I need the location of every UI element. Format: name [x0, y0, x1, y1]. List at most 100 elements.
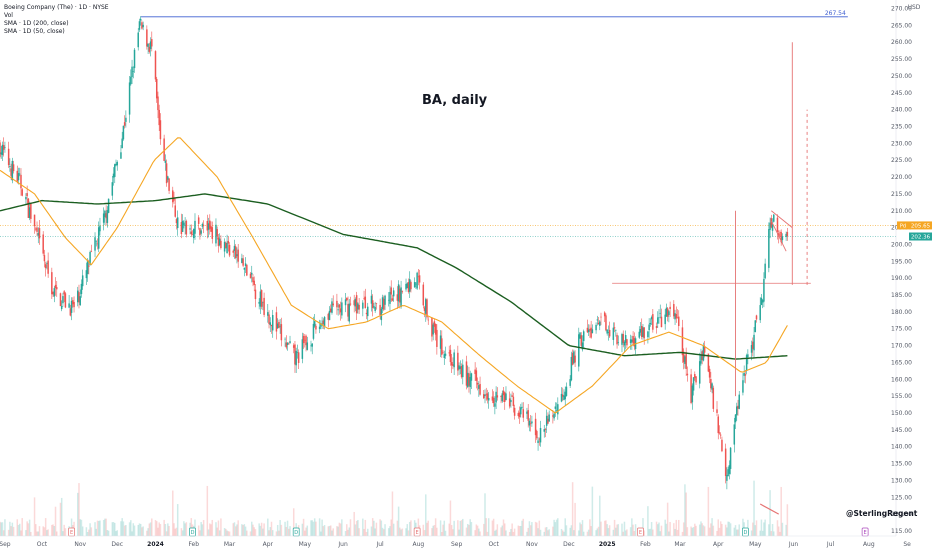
volume-bar — [63, 524, 65, 536]
volume-bar — [678, 519, 680, 536]
candle-body — [468, 373, 470, 386]
price-tick-label: 260.00 — [891, 39, 912, 46]
volume-bar — [344, 531, 347, 536]
candle-body — [354, 299, 357, 307]
volume-bar — [148, 523, 151, 536]
price-tick-label: 170.00 — [891, 343, 912, 350]
volume-bar — [286, 520, 289, 536]
sma50-label[interactable]: SMA · 1D (50, close) — [4, 28, 65, 35]
candle-body — [597, 322, 600, 325]
candle-body — [155, 78, 158, 99]
candle-body — [718, 432, 721, 434]
candle-body — [664, 314, 666, 325]
candle-body — [505, 393, 507, 401]
candle-body — [442, 352, 444, 354]
volume-bar — [738, 524, 740, 536]
volume-bar — [318, 518, 321, 536]
volume-bar — [527, 527, 529, 536]
candle-body — [260, 290, 263, 307]
candle-body — [191, 234, 194, 236]
pattern-line — [771, 210, 793, 228]
volume-bar — [552, 526, 554, 536]
volume-bar — [579, 522, 581, 536]
candle-body — [305, 335, 307, 346]
volume-bar — [780, 486, 782, 536]
volume-bar — [236, 524, 238, 536]
volume-bar — [362, 518, 364, 536]
volume-bar — [371, 518, 374, 536]
volume-bar — [452, 529, 454, 536]
candle-body — [771, 224, 774, 231]
candle-body — [70, 300, 73, 313]
candle-body — [280, 324, 283, 341]
candle-body — [615, 329, 617, 331]
volume-bar — [422, 524, 425, 536]
pd-badge-label: Pd — [900, 223, 906, 229]
candle-body — [353, 300, 355, 306]
volume-bar — [164, 524, 167, 536]
volume-bar — [184, 523, 186, 536]
volume-bar — [443, 520, 446, 536]
volume-bar — [355, 520, 358, 536]
candle-body — [640, 325, 643, 337]
chart-title: BA, daily — [422, 93, 488, 108]
volume-bar — [27, 523, 30, 536]
volume-bar — [629, 527, 632, 536]
volume-bar — [47, 529, 49, 536]
volume-bar — [448, 523, 450, 536]
candle-body — [682, 351, 685, 363]
candle-body — [474, 369, 476, 375]
sma200-label[interactable]: SMA · 1D (200, close) — [4, 20, 69, 27]
volume-bar — [353, 511, 355, 536]
candle-body — [158, 109, 160, 126]
candle-body — [263, 297, 265, 315]
volume-bar — [571, 482, 574, 536]
candle-body — [137, 32, 139, 48]
volume-bar — [59, 502, 62, 536]
candle-body — [589, 328, 591, 331]
volume-bar — [557, 518, 559, 536]
volume-bar — [596, 528, 599, 536]
volume-bar — [21, 518, 23, 536]
price-tick-label: 255.00 — [891, 56, 912, 63]
candle-body — [193, 228, 195, 239]
price-tick-label: 215.00 — [891, 191, 912, 198]
price-tick-label: 160.00 — [891, 376, 912, 383]
candle-body — [563, 395, 565, 400]
candle-body — [711, 383, 713, 390]
volume-bar — [89, 523, 91, 536]
candle-body — [295, 350, 297, 366]
symbol-line[interactable]: Boeing Company (The) · 1D · NYSE — [4, 4, 109, 11]
volume-bar — [329, 525, 332, 536]
volume-bar — [54, 506, 57, 536]
volume-bar — [35, 524, 37, 536]
candle-body — [227, 240, 230, 244]
candle-body — [64, 293, 67, 308]
candle-body — [694, 374, 696, 378]
volume-bar — [759, 530, 761, 536]
volume-bar — [781, 522, 784, 536]
price-tick-label: 175.00 — [891, 326, 912, 333]
volume-bar — [9, 521, 11, 536]
candle-body — [629, 339, 632, 344]
candle-body — [777, 233, 780, 237]
vol-label[interactable]: Vol — [4, 12, 13, 19]
volume-bar — [494, 530, 496, 536]
candle-body — [434, 323, 437, 335]
candle-body — [106, 210, 109, 223]
candle-body — [292, 345, 295, 348]
volume-bar — [321, 519, 323, 536]
volume-bar — [776, 520, 779, 536]
volume-bar — [703, 526, 706, 536]
volume-bar — [354, 524, 357, 536]
volume-bar — [363, 528, 365, 536]
candle-body — [357, 303, 359, 310]
candle-body — [95, 240, 98, 242]
candle-body — [147, 43, 149, 47]
volume-bar — [563, 531, 565, 536]
candle-body — [582, 331, 585, 342]
candle-body — [431, 317, 433, 337]
volume-bar — [491, 520, 494, 536]
